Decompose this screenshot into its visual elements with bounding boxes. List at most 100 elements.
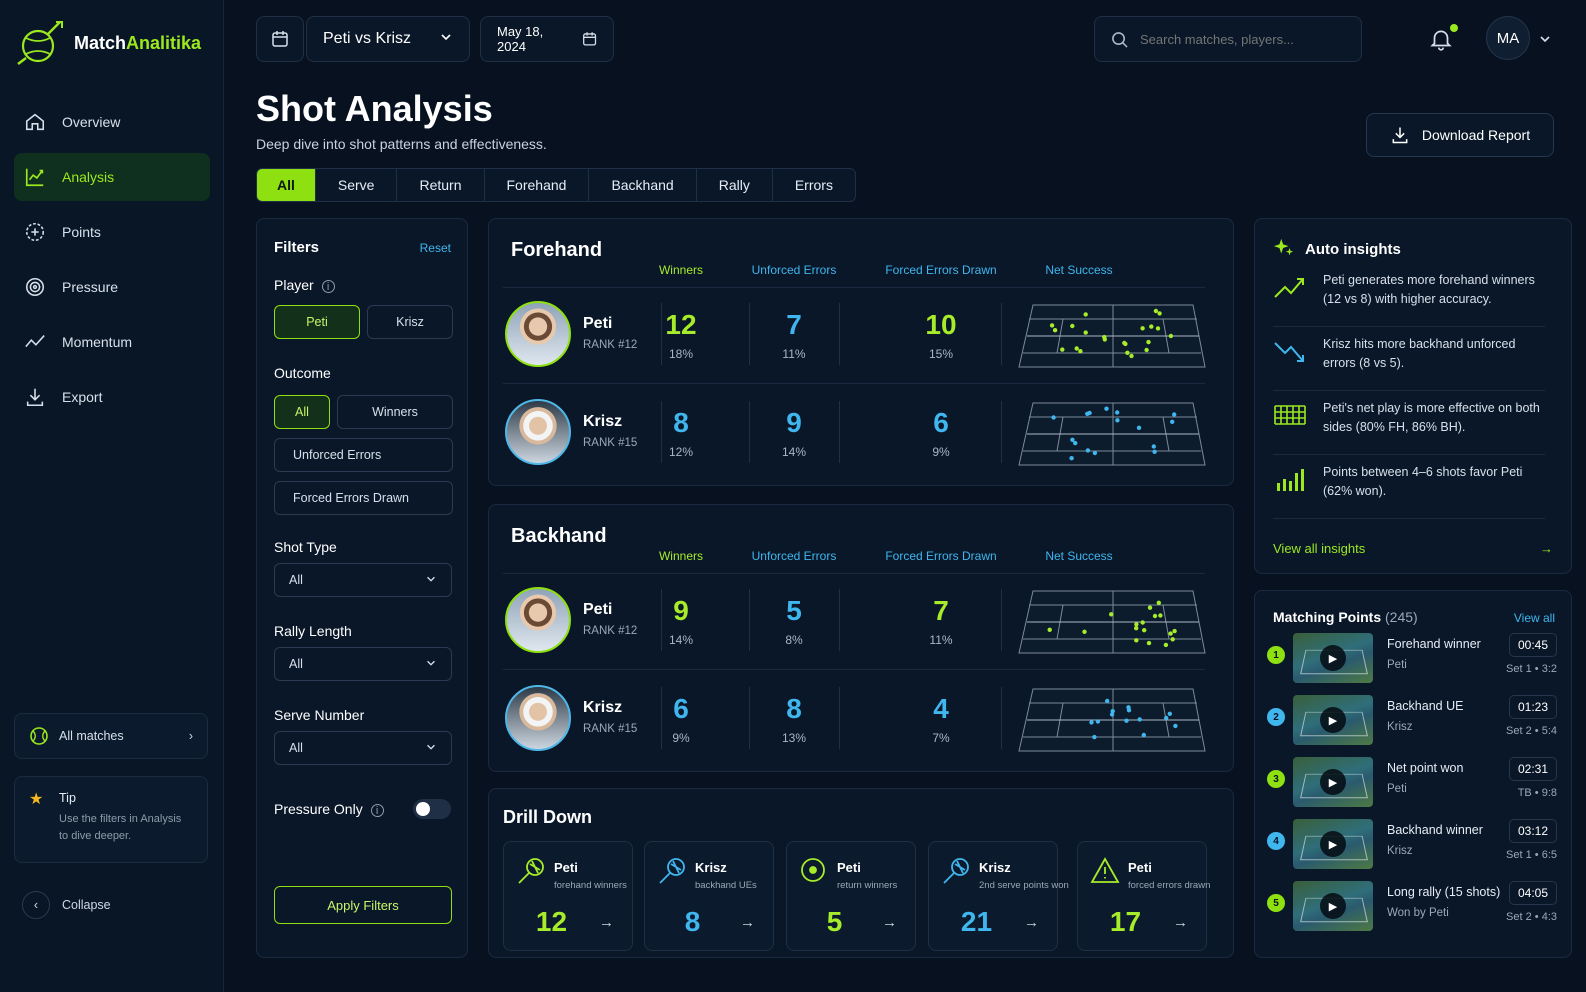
point-score: Set 2 • 4:3: [1506, 911, 1557, 923]
nav-pressure[interactable]: Pressure: [14, 263, 210, 311]
play-icon[interactable]: ▶: [1320, 707, 1346, 733]
nav-points[interactable]: Points: [14, 208, 210, 256]
matching-point-item[interactable]: 3 ▶ Net point won Peti 02:31 TB • 9:8: [1267, 757, 1557, 813]
chevron-down-icon[interactable]: [1538, 32, 1552, 51]
tab-all[interactable]: All: [257, 169, 316, 201]
tab-forehand[interactable]: Forehand: [485, 169, 590, 201]
all-matches-button[interactable]: All matches ›: [14, 713, 208, 759]
matching-point-item[interactable]: 5 ▶ Long rally (15 shots) Won by Peti 04…: [1267, 881, 1557, 937]
player-chip-krisz[interactable]: Krisz: [367, 305, 453, 339]
net-success-court: [1017, 401, 1207, 472]
tab-backhand[interactable]: Backhand: [589, 169, 697, 201]
date-picker[interactable]: May 18, 2024: [480, 16, 614, 62]
nav-points-label: Points: [62, 224, 101, 240]
net-success-court: [1017, 687, 1207, 758]
user-avatar[interactable]: MA: [1486, 16, 1530, 60]
insight-item[interactable]: Peti's net play is more effective on bot…: [1273, 391, 1545, 455]
rally-length-select[interactable]: All: [274, 647, 452, 681]
shot-dot: [1105, 698, 1110, 704]
shot-dot: [1125, 350, 1130, 355]
notifications-button[interactable]: [1428, 24, 1458, 54]
arrow-right-icon: →: [882, 914, 897, 931]
shot-dot: [1137, 717, 1142, 722]
shot-dot: [1173, 723, 1178, 729]
tab-serve[interactable]: Serve: [316, 169, 398, 201]
nav-export[interactable]: Export: [14, 373, 210, 421]
calendar-icon: [272, 31, 288, 47]
point-time: 00:45: [1509, 633, 1557, 657]
racket-icon: [657, 856, 687, 891]
calendar-button[interactable]: [256, 16, 304, 62]
play-icon[interactable]: ▶: [1320, 831, 1346, 857]
match-select[interactable]: Peti vs Krisz: [306, 16, 470, 62]
player-row[interactable]: Peti RANK #12 9 14% 5 8% 7 11%: [505, 577, 1206, 663]
outcome-chip-unforced-errors[interactable]: Unforced Errors: [274, 438, 453, 472]
divider: [749, 589, 750, 651]
shot-dot: [1126, 708, 1132, 713]
player-row[interactable]: Peti RANK #12 12 18% 7 11% 10 15%: [505, 291, 1206, 377]
drill-card[interactable]: Krisz 2nd serve points won 21 →: [928, 841, 1069, 951]
insight-item[interactable]: Points between 4–6 shots favor Peti (62%…: [1273, 455, 1545, 519]
player-name: Peti: [583, 315, 613, 332]
drill-card[interactable]: Krisz backhand UEs 8 →: [644, 841, 774, 951]
point-number: 4: [1267, 832, 1285, 850]
court-shot-map: [1018, 590, 1206, 654]
nav-momentum[interactable]: Momentum: [14, 318, 210, 366]
serve-number-select[interactable]: All: [274, 731, 452, 765]
tennis-logo-icon: [17, 21, 63, 65]
insight-item[interactable]: Krisz hits more backhand unforced errors…: [1273, 327, 1545, 391]
nav-export-label: Export: [62, 389, 103, 405]
play-icon[interactable]: ▶: [1320, 893, 1346, 919]
reset-link[interactable]: Reset: [419, 241, 451, 255]
drill-card[interactable]: Peti forced errors drawn 17 →: [1077, 841, 1210, 951]
drill-card[interactable]: Peti return winners 5 →: [786, 841, 916, 951]
shot-dot: [1115, 418, 1120, 423]
insight-text: Krisz hits more backhand unforced errors…: [1323, 337, 1516, 370]
shot-dot: [1164, 715, 1169, 721]
rally-length-label: Rally Length: [274, 623, 352, 639]
shot-dot: [1051, 415, 1056, 420]
outcome-chip-all[interactable]: All: [274, 395, 330, 429]
tab-rally[interactable]: Rally: [697, 169, 773, 201]
search-input[interactable]: [1140, 31, 1340, 47]
forced-errors-drawn-value: 6: [933, 407, 949, 438]
search-box[interactable]: [1094, 16, 1362, 62]
bell-icon: [1430, 30, 1452, 51]
drill-card[interactable]: Peti forehand winners 12 →: [503, 841, 633, 951]
divider: [503, 573, 1205, 574]
shot-type-select[interactable]: All: [274, 563, 452, 597]
insight-item[interactable]: Peti generates more forehand winners (12…: [1273, 263, 1545, 327]
play-icon[interactable]: ▶: [1320, 645, 1346, 671]
player-row[interactable]: Krisz RANK #15 8 12% 9 14% 6 9%: [505, 389, 1207, 475]
tab-return[interactable]: Return: [397, 169, 485, 201]
download-report-button[interactable]: Download Report: [1366, 113, 1554, 157]
point-player: Won by Peti: [1387, 907, 1449, 919]
collapse-button[interactable]: ‹ Collapse: [22, 891, 111, 919]
view-all-points-link[interactable]: View all: [1513, 611, 1555, 625]
shot-tabs: All Serve Return Forehand Backhand Rally…: [256, 168, 856, 202]
backhand-column-header: Net Success: [1045, 549, 1113, 563]
nav-analysis[interactable]: Analysis: [14, 153, 210, 201]
logo[interactable]: MatchAnalitika: [16, 20, 201, 66]
nav-overview[interactable]: Overview: [14, 98, 210, 146]
apply-filters-button[interactable]: Apply Filters: [274, 886, 452, 924]
outcome-chip-forced-errors-drawn[interactable]: Forced Errors Drawn: [274, 481, 453, 515]
winners-pct: 18%: [668, 347, 694, 361]
player-chip-peti[interactable]: Peti: [274, 305, 360, 339]
trend-up-icon: [1273, 275, 1307, 306]
outcome-chip-winners[interactable]: Winners: [337, 395, 453, 429]
shot-dot: [1146, 640, 1152, 646]
shot-dot: [1168, 333, 1174, 339]
play-icon[interactable]: ▶: [1320, 769, 1346, 795]
matching-point-item[interactable]: 1 ▶ Forehand winner Peti 00:45 Set 1 • 3…: [1267, 633, 1557, 689]
shot-dot: [1151, 444, 1156, 449]
divider: [503, 383, 1205, 384]
pressure-only-toggle[interactable]: [413, 799, 451, 819]
chevron-left-icon: ‹: [22, 891, 50, 919]
view-all-insights-link[interactable]: View all insights →: [1273, 541, 1553, 556]
shot-dot: [1172, 628, 1177, 634]
tab-errors[interactable]: Errors: [794, 177, 833, 193]
player-row[interactable]: Krisz RANK #15 6 9% 8 13% 4 7%: [505, 675, 1207, 761]
matching-point-item[interactable]: 4 ▶ Backhand winner Krisz 03:12 Set 1 • …: [1267, 819, 1557, 875]
matching-point-item[interactable]: 2 ▶ Backhand UE Krisz 01:23 Set 2 • 5:4: [1267, 695, 1557, 751]
